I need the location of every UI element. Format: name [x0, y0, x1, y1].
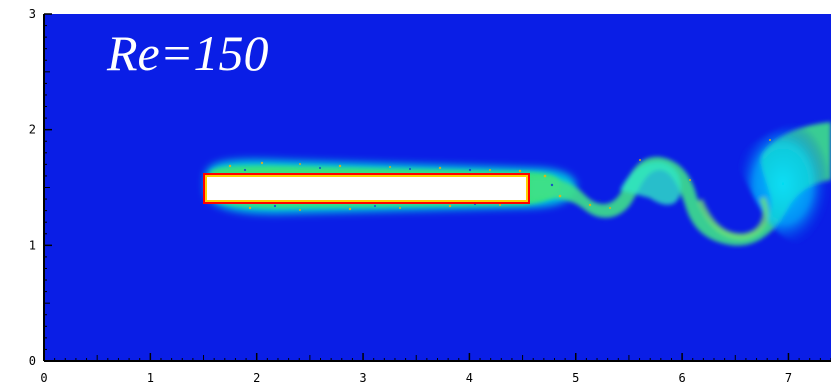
- plate-body: [207, 177, 526, 200]
- shear-layer-speckle: [228, 139, 771, 211]
- x-tick-label: 6: [678, 371, 685, 385]
- vorticity-field: [203, 118, 831, 250]
- x-tick-label: 0: [40, 371, 47, 385]
- x-tick-label: 4: [466, 371, 473, 385]
- y-tick-label: 3: [29, 7, 36, 21]
- vortex-street: [530, 118, 831, 250]
- y-tick-label: 2: [29, 123, 36, 137]
- x-tick-label: 2: [253, 371, 260, 385]
- x-tick-label: 5: [572, 371, 579, 385]
- x-axis-ticks: 0 1 2 3 4 5 6 7: [40, 353, 831, 385]
- y-tick-label: 0: [29, 354, 36, 368]
- y-tick-label: 1: [29, 238, 36, 252]
- x-tick-label: 3: [359, 371, 366, 385]
- y-axis-ticks: 0 1 2 3: [29, 7, 52, 368]
- x-tick-label: 7: [785, 371, 792, 385]
- figure-title: Re=150: [106, 25, 268, 81]
- x-tick-label: 1: [147, 371, 154, 385]
